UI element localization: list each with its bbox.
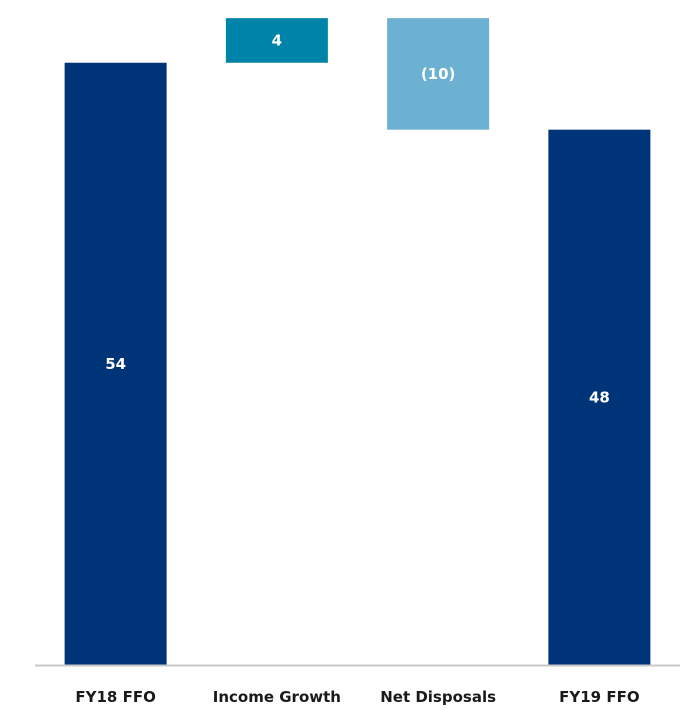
bar-fy18-ffo [64,62,167,666]
data-label: 54 [105,355,126,373]
data-label: 4 [272,31,282,49]
bars-layer [64,18,651,666]
category-label: FY19 FFO [559,688,639,706]
bar-fy19-ffo [548,129,651,665]
category-label: Income Growth [213,688,341,706]
bar-income-growth [225,18,328,63]
labels-layer: 54 4 (10) 48 [105,31,610,406]
data-label: 48 [589,388,610,406]
category-labels: FY18 FFO Income Growth Net Disposals FY19 F… [75,688,639,706]
category-label: Net Disposals [380,688,496,706]
data-label: (10) [421,65,456,83]
bar-net-disposals [387,18,490,130]
category-label: FY18 FFO [75,688,155,706]
